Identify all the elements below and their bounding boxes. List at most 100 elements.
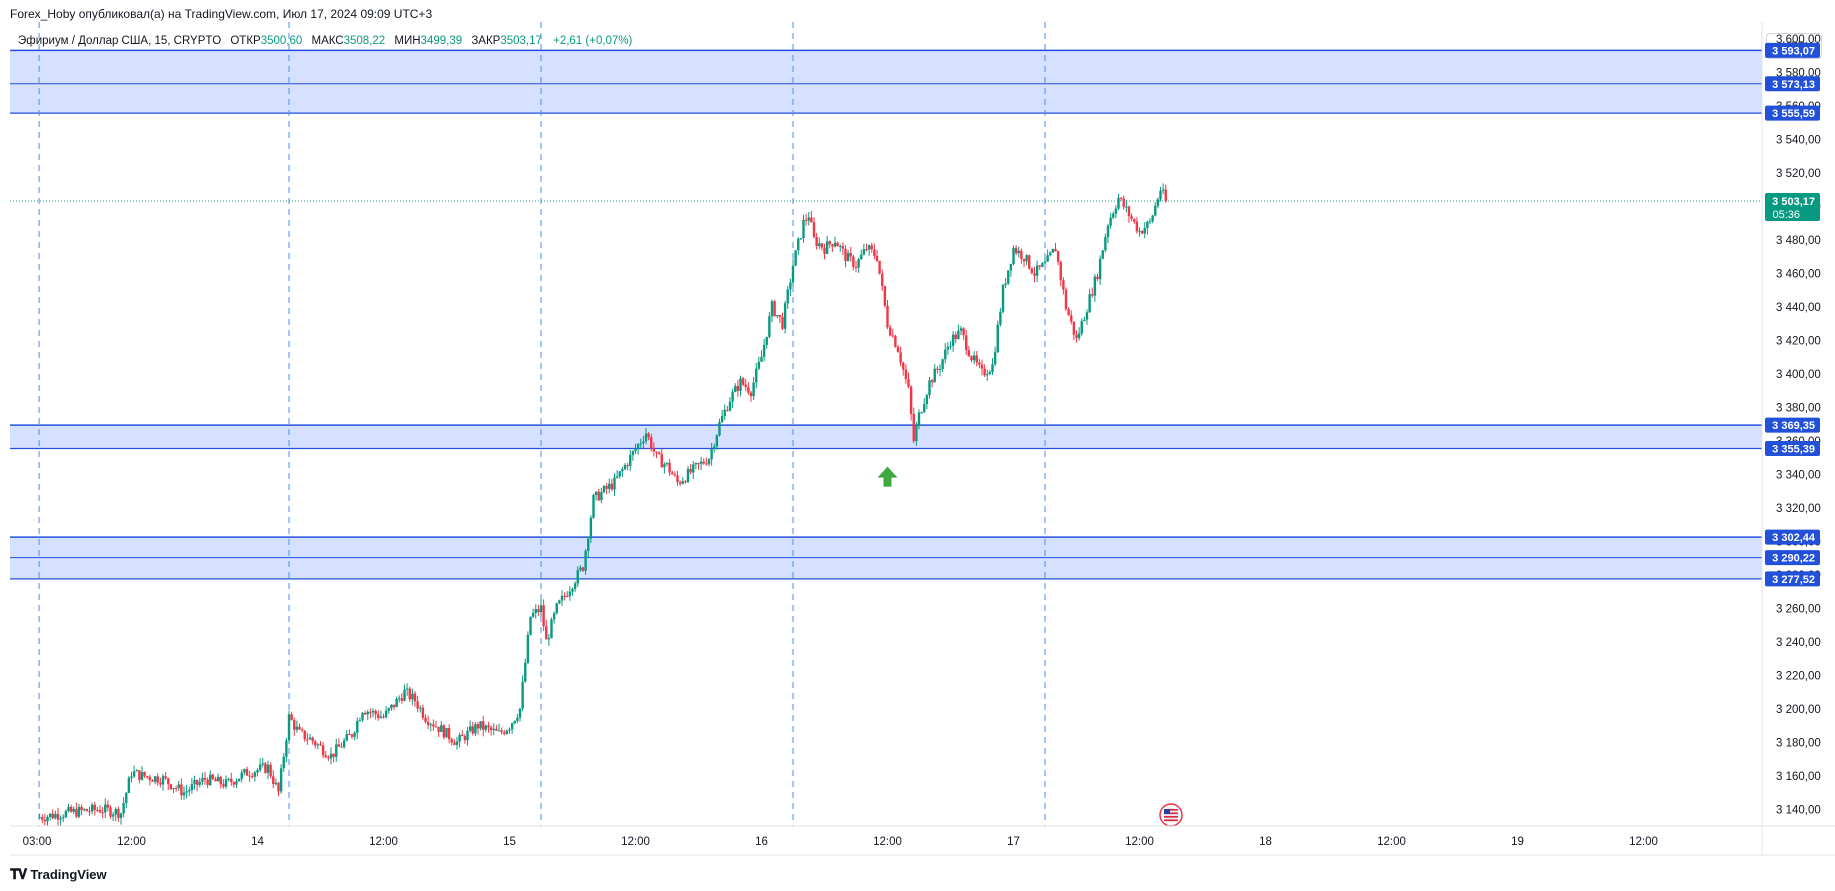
candle-body <box>122 803 125 814</box>
close-value: 3503,17 <box>500 35 542 47</box>
candle-body <box>870 245 873 250</box>
candle-body <box>650 437 653 449</box>
candle-body <box>85 809 89 812</box>
zone-price-tag <box>1765 105 1820 121</box>
candle-body <box>797 238 800 251</box>
candle-body <box>245 769 249 776</box>
candle-body <box>723 409 726 417</box>
candle-body <box>1088 294 1091 313</box>
candle-body <box>484 725 488 730</box>
candle-body <box>539 605 543 613</box>
candle-body <box>361 712 364 720</box>
candle-body <box>907 378 910 387</box>
y-tick-label: 3 140,00 <box>1776 804 1821 816</box>
candle-body <box>849 252 852 257</box>
candle-body <box>80 806 83 810</box>
open-label: ОТКР <box>230 35 261 47</box>
candle-body <box>329 753 333 759</box>
candle-body <box>828 241 831 245</box>
candle-body <box>1098 258 1102 280</box>
candle-body <box>904 369 908 379</box>
candle-body <box>513 720 516 724</box>
zone-price-tag-label: 3 593,07 <box>1772 45 1815 57</box>
candle-body <box>93 804 96 810</box>
candle-body <box>555 603 558 614</box>
candle-body <box>1004 283 1007 286</box>
candle-body <box>374 710 377 715</box>
candle-body <box>1156 199 1160 206</box>
candle-body <box>429 724 432 726</box>
candle-body <box>172 788 175 790</box>
symbol-name[interactable]: Эфириум / Доллар США, 15, CRYPTO <box>18 35 222 47</box>
y-tick-label: 3 580,00 <box>1776 67 1821 79</box>
candle-body <box>101 812 104 814</box>
candle-body <box>747 387 750 393</box>
candle-body <box>741 378 745 385</box>
candle-body <box>862 249 866 255</box>
candle-body <box>970 356 973 361</box>
candle-body <box>818 243 821 246</box>
candle-body <box>694 463 698 465</box>
candle-body <box>999 311 1002 325</box>
candle-body <box>416 701 419 709</box>
candle-body <box>169 784 173 790</box>
candle-body <box>153 776 157 782</box>
up-arrow-icon <box>877 466 898 487</box>
y-tick-label: 3 520,00 <box>1776 168 1821 180</box>
candle-body <box>634 449 637 452</box>
candle-body <box>48 813 52 817</box>
candle-body <box>440 725 443 732</box>
candle-body <box>1109 217 1112 226</box>
candle-body <box>156 776 159 783</box>
candle-body <box>965 335 968 351</box>
candle-body <box>482 721 485 730</box>
candle-body <box>303 730 306 740</box>
candle-body <box>251 776 254 778</box>
x-tick-label: 12:00 <box>1629 836 1658 848</box>
candle-body <box>962 328 965 336</box>
candle-body <box>568 591 572 597</box>
candle-body <box>505 730 509 734</box>
candle-body <box>258 764 262 770</box>
candle-body <box>371 710 375 713</box>
candle-body <box>405 688 409 690</box>
x-tick-label: 12:00 <box>1125 836 1154 848</box>
candle-body <box>602 486 606 493</box>
candle-body <box>783 303 787 329</box>
candle-body <box>321 745 325 756</box>
low-label: МИН <box>394 35 421 47</box>
candle-body <box>1146 221 1149 229</box>
candle-body <box>1025 255 1028 262</box>
candle-body <box>833 242 837 247</box>
candle-body <box>678 482 682 484</box>
candle-body <box>954 334 957 340</box>
candle-body <box>710 448 713 460</box>
candle-body <box>1007 270 1010 284</box>
candle-body <box>873 249 876 256</box>
candle-body <box>463 736 467 741</box>
candle-body <box>366 711 369 715</box>
candle-body <box>558 600 561 604</box>
candle-body <box>203 777 207 780</box>
candle-body <box>621 469 624 472</box>
candle-body <box>807 217 810 221</box>
candle-body <box>571 588 574 592</box>
candle-body <box>72 808 75 812</box>
high-label: МАКС <box>311 35 344 47</box>
candle-body <box>77 806 81 817</box>
candle-body <box>83 809 86 811</box>
candle-body <box>823 247 826 254</box>
candle-body <box>699 461 703 464</box>
candle-body <box>164 776 167 779</box>
candle-body <box>1119 197 1123 199</box>
candle-body <box>705 463 708 465</box>
candle-body <box>749 392 753 397</box>
candle-body <box>642 441 645 444</box>
candle-body <box>865 249 868 251</box>
candle-body <box>600 492 603 501</box>
candle-body <box>177 784 180 789</box>
footer-brand[interactable]: 𝐓𝐕 TradingView <box>10 866 107 883</box>
candle-body <box>631 451 635 456</box>
candle-body <box>1135 221 1139 232</box>
